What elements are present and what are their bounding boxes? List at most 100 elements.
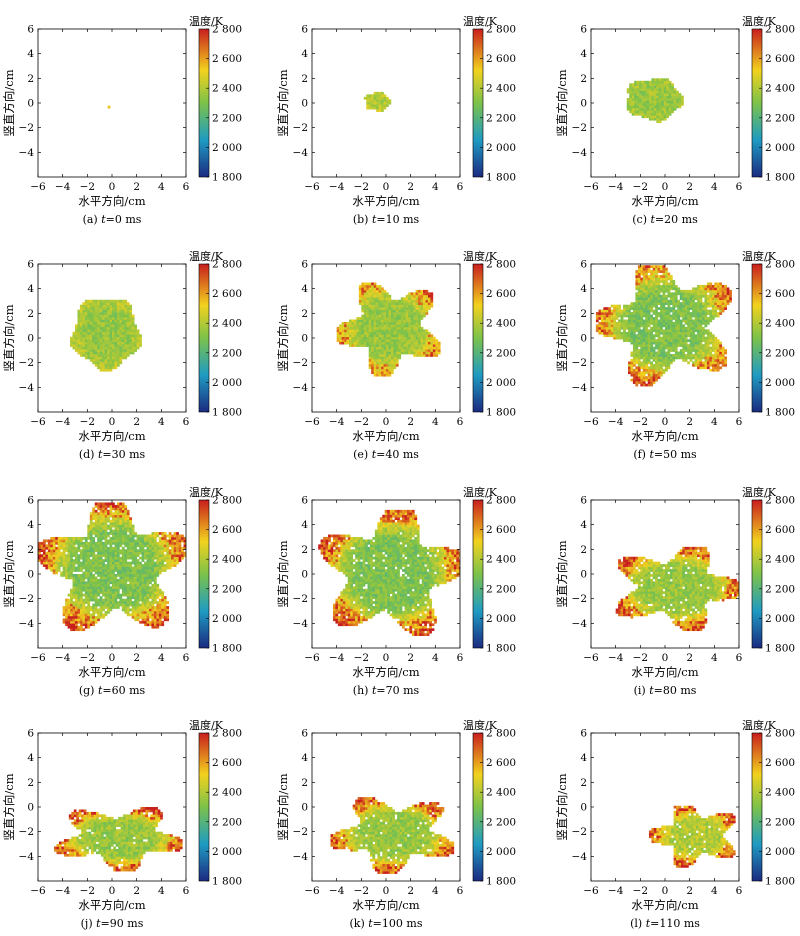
x-tick-label: 6 (183, 416, 190, 428)
colorbar-tick-label: 2 800 (486, 259, 516, 271)
y-tick-label: −4 (572, 851, 588, 863)
x-axis-label: 水平方向/cm (631, 194, 698, 208)
colorbar-tick-label: 2 000 (486, 142, 516, 154)
colorbar-tick-label: 2 600 (212, 524, 242, 536)
colorbar-label: 温度/K (189, 14, 224, 28)
colorbar-tick-label: 1 800 (212, 876, 242, 888)
x-tick-label: 0 (662, 885, 669, 897)
colorbar-tick-label: 2 400 (486, 83, 516, 95)
x-axis-label: 水平方向/cm (78, 429, 145, 443)
colorbar-tick-label: 2 000 (486, 846, 516, 858)
subplot-f: −6 −4 −2 0 2 4 6 6 4 2 0 −2 −4 水平方向/cm 竖直方向/cm (f) t=50… (555, 249, 795, 461)
x-tick-label: −2 (354, 885, 369, 897)
y-tick-label: 6 (580, 24, 587, 36)
colorbar-tick-label: 2 800 (212, 495, 242, 507)
colorbar-tick-label: 2 200 (486, 583, 516, 595)
y-tick-label: 0 (580, 802, 587, 814)
y-axis-label: 竖直方向/cm (276, 773, 290, 840)
colorbar-tick-label: 1 800 (486, 876, 516, 888)
x-tick-label: −2 (354, 652, 369, 664)
y-tick-label: 0 (301, 98, 308, 110)
y-tick-label: 6 (27, 728, 34, 740)
y-tick-label: 6 (301, 24, 308, 36)
colorbar-tick-label: 2 400 (212, 787, 242, 799)
colorbar-tick-label: 1 800 (765, 172, 795, 184)
y-tick-label: 0 (27, 98, 34, 110)
y-tick-label: 6 (301, 495, 308, 507)
y-axis-label: 竖直方向/cm (555, 304, 569, 371)
y-tick-label: −4 (19, 851, 35, 863)
y-tick-label: 4 (27, 752, 34, 764)
x-tick-label: 4 (711, 416, 718, 428)
subplot-caption: (d) t=30 ms (79, 448, 146, 461)
y-tick-label: 6 (580, 259, 587, 271)
colorbar (751, 28, 763, 178)
x-tick-label: 6 (736, 181, 743, 193)
y-axis-label: 竖直方向/cm (2, 304, 16, 371)
y-axis-label: 竖直方向/cm (276, 69, 290, 136)
y-tick-label: 0 (301, 569, 308, 581)
colorbar (198, 499, 210, 649)
colorbar-tick-label: 2 400 (212, 83, 242, 95)
x-tick-label: −2 (80, 885, 95, 897)
y-axis-label: 竖直方向/cm (2, 540, 16, 607)
colorbar (198, 732, 210, 882)
y-tick-label: 4 (301, 48, 308, 60)
x-tick-label: −2 (354, 181, 369, 193)
colorbar-tick-label: 2 600 (486, 757, 516, 769)
y-tick-label: 4 (580, 283, 587, 295)
subplot-d: −6 −4 −2 0 2 4 6 6 4 2 0 −2 −4 水平方向/cm 竖直方向/cm (d) t=30… (2, 249, 242, 461)
y-tick-label: 0 (301, 333, 308, 345)
colorbar (472, 263, 484, 413)
subplot-caption: (j) t=90 ms (81, 917, 144, 930)
colorbar-tick-label: 2 200 (765, 112, 795, 124)
x-tick-label: −2 (633, 416, 648, 428)
x-axis-label: 水平方向/cm (631, 429, 698, 443)
colorbar-label: 温度/K (189, 249, 224, 263)
y-axis-label: 竖直方向/cm (2, 69, 16, 136)
x-tick-label: −4 (608, 416, 624, 428)
colorbar-tick-label: 2 200 (486, 347, 516, 359)
y-tick-label: −2 (572, 826, 587, 838)
subplot-e: −6 −4 −2 0 2 4 6 6 4 2 0 −2 −4 水平方向/cm 竖直方向/cm (e) t=40… (276, 249, 516, 461)
y-tick-label: −4 (293, 618, 309, 630)
x-tick-label: 2 (686, 181, 693, 193)
x-tick-label: −6 (583, 885, 599, 897)
x-tick-label: 6 (183, 181, 190, 193)
y-tick-label: −2 (572, 122, 587, 134)
y-tick-label: −2 (19, 593, 34, 605)
colorbar-tick-label: 2 200 (765, 347, 795, 359)
y-tick-label: 0 (580, 569, 587, 581)
x-tick-label: 6 (183, 885, 190, 897)
y-tick-label: 0 (580, 333, 587, 345)
x-tick-label: 4 (158, 652, 165, 664)
subplot-g: −6 −4 −2 0 2 4 6 6 4 2 0 −2 −4 水平方向/cm 竖直方向/cm (g) t=60… (2, 485, 242, 697)
colorbar (472, 28, 484, 178)
x-tick-label: −6 (583, 181, 599, 193)
colorbar-tick-label: 2 200 (765, 816, 795, 828)
x-tick-label: −6 (583, 652, 599, 664)
colorbar-tick-label: 2 600 (765, 757, 795, 769)
colorbar-tick-label: 2 800 (765, 495, 795, 507)
heatmap-cells (318, 509, 460, 636)
colorbar (198, 28, 210, 178)
x-tick-label: −2 (633, 181, 648, 193)
x-tick-label: −6 (583, 416, 599, 428)
x-tick-label: 2 (133, 181, 140, 193)
x-tick-label: −6 (304, 416, 320, 428)
x-tick-label: −2 (80, 652, 95, 664)
colorbar-tick-label: 2 600 (212, 53, 242, 65)
y-tick-label: 4 (27, 519, 34, 531)
y-tick-label: 6 (301, 259, 308, 271)
subplot-k: −6 −4 −2 0 2 4 6 6 4 2 0 −2 −4 水平方向/cm 竖直方向/cm (k) t=10… (276, 718, 516, 930)
y-tick-label: 4 (27, 283, 34, 295)
colorbar-tick-label: 2 400 (212, 318, 242, 330)
y-tick-label: −2 (19, 357, 34, 369)
subplot-caption: (k) t=100 ms (350, 917, 423, 930)
y-tick-label: 2 (301, 777, 308, 789)
x-tick-label: −2 (80, 181, 95, 193)
y-tick-label: −2 (293, 357, 308, 369)
axes-frame (590, 732, 740, 882)
colorbar-tick-label: 1 800 (765, 643, 795, 655)
